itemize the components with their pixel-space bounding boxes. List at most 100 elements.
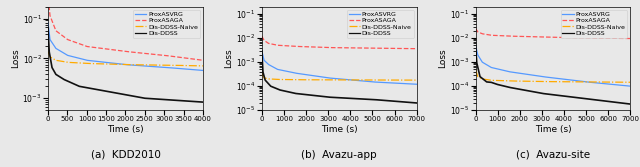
ProxASAGA xyxy=(381,47,389,49)
ProxASVRG xyxy=(165,67,173,69)
Dis-DDSS-Naive xyxy=(165,64,173,66)
Line: ProxASAGA: ProxASAGA xyxy=(476,28,630,39)
Dis-DDSS xyxy=(472,44,479,46)
Line: ProxASAGA: ProxASAGA xyxy=(48,0,203,60)
ProxASVRG xyxy=(472,44,479,46)
Dis-DDSS xyxy=(381,100,389,102)
ProxASAGA xyxy=(274,44,282,46)
ProxASVRG xyxy=(488,66,495,68)
ProxASAGA xyxy=(107,49,115,51)
Dis-DDSS-Naive xyxy=(60,61,68,63)
Dis-DDSS xyxy=(113,92,120,94)
Dis-DDSS xyxy=(578,97,586,99)
ProxASAGA xyxy=(113,49,120,51)
ProxASVRG xyxy=(627,85,634,87)
Dis-DDSS xyxy=(326,96,334,98)
Dis-DDSS-Naive xyxy=(107,63,115,65)
ProxASVRG xyxy=(168,67,175,69)
ProxASAGA xyxy=(578,37,586,39)
Dis-DDSS-Naive xyxy=(488,79,495,81)
Dis-DDSS xyxy=(150,98,158,100)
ProxASAGA xyxy=(379,47,387,49)
Dis-DDSS-Naive xyxy=(274,78,282,80)
Dis-DDSS-Naive xyxy=(595,81,603,83)
X-axis label: Time (s): Time (s) xyxy=(534,125,572,134)
ProxASAGA xyxy=(168,55,175,57)
Dis-DDSS xyxy=(413,102,420,104)
Dis-DDSS-Naive xyxy=(593,81,600,83)
Line: Dis-DDSS-Naive: Dis-DDSS-Naive xyxy=(476,69,630,82)
ProxASAGA xyxy=(595,37,603,39)
Dis-DDSS-Naive xyxy=(44,50,52,52)
Line: Dis-DDSS: Dis-DDSS xyxy=(476,45,630,104)
Line: ProxASAGA: ProxASAGA xyxy=(262,36,417,49)
Text: (b)  Avazu-app: (b) Avazu-app xyxy=(301,150,377,159)
Dis-DDSS-Naive xyxy=(413,79,420,81)
Dis-DDSS xyxy=(364,98,372,100)
Dis-DDSS-Naive xyxy=(578,81,586,83)
ProxASVRG xyxy=(534,75,542,77)
ProxASVRG xyxy=(150,66,158,68)
Dis-DDSS-Naive xyxy=(168,64,175,66)
Dis-DDSS-Naive xyxy=(381,79,389,81)
ProxASAGA xyxy=(60,36,68,38)
ProxASVRG xyxy=(593,82,600,84)
Dis-DDSS xyxy=(540,93,548,95)
ProxASAGA xyxy=(364,47,372,49)
ProxASVRG xyxy=(540,76,548,78)
ProxASVRG xyxy=(381,82,389,84)
Dis-DDSS xyxy=(379,99,387,101)
ProxASVRG xyxy=(326,77,334,79)
ProxASVRG xyxy=(578,80,586,82)
Dis-DDSS xyxy=(107,91,115,93)
Y-axis label: Loss: Loss xyxy=(11,49,20,68)
ProxASVRG xyxy=(258,50,266,52)
Dis-DDSS xyxy=(60,78,68,80)
ProxASAGA xyxy=(488,34,495,36)
Dis-DDSS xyxy=(165,99,173,101)
Dis-DDSS xyxy=(274,88,282,90)
ProxASAGA xyxy=(165,55,173,57)
X-axis label: Time (s): Time (s) xyxy=(107,125,144,134)
Y-axis label: Loss: Loss xyxy=(225,49,234,68)
Dis-DDSS-Naive xyxy=(364,79,372,81)
ProxASAGA xyxy=(593,37,600,39)
Dis-DDSS-Naive xyxy=(472,68,479,70)
ProxASVRG xyxy=(60,52,68,54)
Line: ProxASVRG: ProxASVRG xyxy=(48,23,203,70)
Dis-DDSS-Naive xyxy=(258,72,266,74)
ProxASVRG xyxy=(107,62,115,64)
ProxASVRG xyxy=(413,83,420,85)
Text: (c)  Avazu-site: (c) Avazu-site xyxy=(516,150,590,159)
Dis-DDSS-Naive xyxy=(379,79,387,81)
Dis-DDSS xyxy=(44,27,52,29)
ProxASAGA xyxy=(472,27,479,29)
ProxASAGA xyxy=(150,53,158,55)
Line: Dis-DDSS-Naive: Dis-DDSS-Naive xyxy=(48,51,203,66)
ProxASVRG xyxy=(321,76,328,78)
Dis-DDSS-Naive xyxy=(326,79,334,81)
Line: Dis-DDSS: Dis-DDSS xyxy=(48,28,203,102)
Legend: ProxASVRG, ProxASAGA, Dis-DDSS-Naive, Dis-DDSS: ProxASVRG, ProxASAGA, Dis-DDSS-Naive, Di… xyxy=(347,10,413,38)
Line: ProxASVRG: ProxASVRG xyxy=(476,45,630,86)
ProxASVRG xyxy=(199,69,207,71)
ProxASVRG xyxy=(379,81,387,84)
Line: Dis-DDSS: Dis-DDSS xyxy=(262,51,417,103)
ProxASAGA xyxy=(321,46,328,48)
Dis-DDSS xyxy=(168,99,175,101)
Legend: ProxASVRG, ProxASAGA, Dis-DDSS-Naive, Dis-DDSS: ProxASVRG, ProxASAGA, Dis-DDSS-Naive, Di… xyxy=(561,10,627,38)
ProxASAGA xyxy=(413,48,420,50)
X-axis label: Time (s): Time (s) xyxy=(321,125,358,134)
ProxASVRG xyxy=(44,22,52,24)
Legend: ProxASVRG, ProxASAGA, Dis-DDSS-Naive, Dis-DDSS: ProxASVRG, ProxASAGA, Dis-DDSS-Naive, Di… xyxy=(133,10,200,38)
ProxASAGA xyxy=(540,36,548,38)
Dis-DDSS-Naive xyxy=(540,80,548,82)
Line: ProxASVRG: ProxASVRG xyxy=(262,51,417,84)
ProxASVRG xyxy=(364,80,372,82)
Dis-DDSS-Naive xyxy=(534,80,542,82)
Dis-DDSS-Naive xyxy=(113,63,120,65)
Dis-DDSS xyxy=(321,96,328,98)
ProxASAGA xyxy=(258,35,266,37)
ProxASAGA xyxy=(326,47,334,49)
ProxASAGA xyxy=(199,59,207,61)
